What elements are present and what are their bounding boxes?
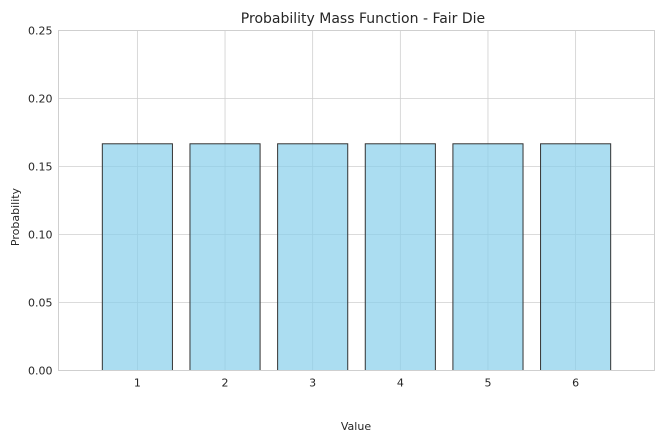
y-axis-label: Probability xyxy=(9,187,22,246)
y-tick-label: 0.15 xyxy=(28,161,53,174)
bar-4 xyxy=(364,143,436,371)
plot-frame xyxy=(58,30,655,371)
x-tick-label: 1 xyxy=(134,377,141,390)
y-tick-label: 0.05 xyxy=(28,297,53,310)
y-tick-labels: 0.00 0.05 0.10 0.15 0.20 0.25 xyxy=(28,25,53,378)
y-tick-label: 0.00 xyxy=(28,365,53,378)
chart-title: Probability Mass Function - Fair Die xyxy=(241,11,485,27)
x-tick-labels: 1 2 3 4 5 6 xyxy=(134,377,579,390)
bars xyxy=(101,143,612,371)
x-axis-label: Value xyxy=(341,420,371,433)
bar-1 xyxy=(101,143,173,371)
x-tick-label: 5 xyxy=(484,377,491,390)
y-tick-label: 0.20 xyxy=(28,93,53,106)
x-tick-label: 6 xyxy=(572,377,579,390)
x-tick-label: 4 xyxy=(397,377,404,390)
x-tick-label: 3 xyxy=(309,377,316,390)
x-tick-label: 2 xyxy=(222,377,229,390)
y-tick-label: 0.10 xyxy=(28,229,53,242)
bar-2 xyxy=(189,143,261,371)
bar-6 xyxy=(540,143,612,371)
bar-3 xyxy=(277,143,349,371)
bar-5 xyxy=(452,143,524,371)
y-tick-label: 0.25 xyxy=(28,25,53,38)
